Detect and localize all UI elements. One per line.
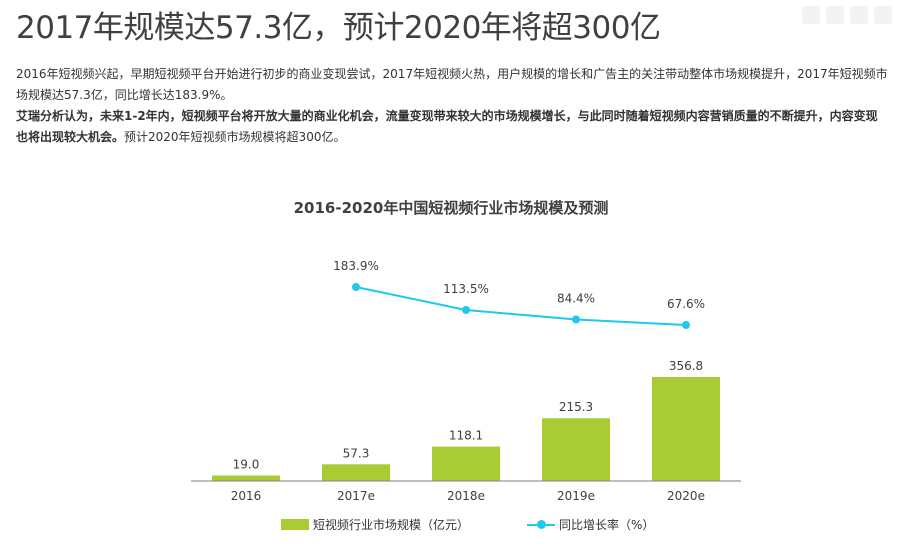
growth-rate-label: 67.6% <box>667 297 705 311</box>
growth-rate-point <box>682 321 690 329</box>
growth-rate-label: 183.9% <box>333 259 379 273</box>
x-tick-label: 2018e <box>447 489 485 503</box>
legend-bar-swatch <box>281 519 309 530</box>
watermark-logo <box>802 6 892 24</box>
x-tick-label: 2016 <box>231 489 262 503</box>
growth-rate-point <box>352 283 360 291</box>
bar-2019e <box>542 418 610 481</box>
chart-title: 2016-2020年中国短视频行业市场规模及预测 <box>293 199 609 217</box>
legend-line-swatch <box>527 519 556 530</box>
chart-legend: 短视频行业市场规模（亿元） 同比增长率（%） <box>281 516 654 533</box>
bar-2017e <box>322 464 390 481</box>
bar-value-label: 118.1 <box>449 429 483 443</box>
bar-value-label: 356.8 <box>669 359 703 373</box>
summary-paragraph: 2016年短视频兴起，早期短视频平台开始进行初步的商业变现尝试，2017年短视频… <box>16 67 888 102</box>
legend-label-market-size: 短视频行业市场规模（亿元） <box>313 518 470 532</box>
bar-value-label: 215.3 <box>559 400 593 414</box>
page-headline: 2017年规模达57.3亿，预计2020年将超300亿 <box>16 10 661 46</box>
growth-rate-label: 84.4% <box>557 292 595 306</box>
bar-2016 <box>212 475 280 481</box>
x-tick-label: 2017e <box>337 489 375 503</box>
growth-rate-point <box>462 306 470 315</box>
bar-2020e <box>652 377 720 481</box>
summary-text: 2016年短视频兴起，早期短视频平台开始进行初步的商业变现尝试，2017年短视频… <box>16 64 888 148</box>
bar-value-label: 19.0 <box>233 457 260 471</box>
growth-rate-label: 113.5% <box>443 282 489 296</box>
summary-conclusion: 艾瑞分析认为，未来1-2年内，短视频平台将开放大量的商业化机会，流量变现带来较大… <box>16 106 888 148</box>
bar-2018e <box>432 446 500 481</box>
summary-bold-analysis: 艾瑞分析认为，未来1-2年内，短视频平台将开放大量的商业化机会，流量变现带来较大… <box>16 109 878 144</box>
bar-value-label: 57.3 <box>343 446 370 460</box>
summary-forecast: 预计2020年短视频市场规模将超300亿。 <box>124 130 346 144</box>
legend-item-growth-rate: 同比增长率（%） <box>527 516 654 533</box>
growth-rate-line <box>355 286 687 326</box>
legend-label-growth-rate: 同比增长率（%） <box>559 518 655 532</box>
x-tick-label: 2020e <box>667 489 705 503</box>
legend-item-market-size: 短视频行业市场规模（亿元） <box>281 516 469 533</box>
growth-rate-point <box>572 315 580 324</box>
x-tick-label: 2019e <box>557 489 595 503</box>
